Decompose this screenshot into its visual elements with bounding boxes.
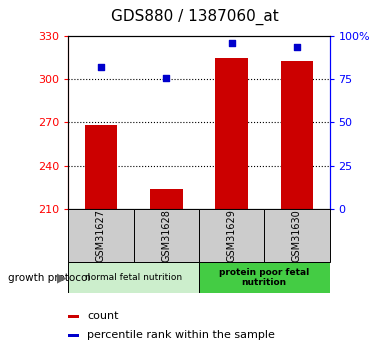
Text: GSM31629: GSM31629: [227, 209, 237, 262]
Bar: [215, 58, 248, 209]
Text: GSM31627: GSM31627: [96, 209, 106, 262]
Text: normal fetal nutrition: normal fetal nutrition: [85, 273, 182, 282]
FancyBboxPatch shape: [199, 262, 330, 293]
Bar: [68, 315, 80, 318]
Text: growth protocol: growth protocol: [8, 273, 90, 283]
Text: ▶: ▶: [57, 271, 66, 284]
FancyBboxPatch shape: [68, 209, 133, 262]
Bar: [280, 61, 313, 209]
FancyBboxPatch shape: [133, 209, 199, 262]
FancyBboxPatch shape: [264, 209, 330, 262]
Text: count: count: [87, 311, 119, 321]
FancyBboxPatch shape: [199, 209, 264, 262]
Point: [294, 44, 300, 49]
Point: [163, 75, 169, 80]
Point: [229, 40, 235, 46]
Point: [98, 65, 104, 70]
Text: GSM31628: GSM31628: [161, 209, 171, 262]
Bar: [150, 189, 183, 209]
Bar: [85, 125, 117, 209]
FancyBboxPatch shape: [68, 262, 199, 293]
Text: GSM31630: GSM31630: [292, 209, 302, 262]
Bar: [68, 334, 80, 337]
Text: protein poor fetal
nutrition: protein poor fetal nutrition: [219, 268, 309, 287]
Text: percentile rank within the sample: percentile rank within the sample: [87, 329, 275, 339]
Text: GDS880 / 1387060_at: GDS880 / 1387060_at: [111, 9, 279, 25]
